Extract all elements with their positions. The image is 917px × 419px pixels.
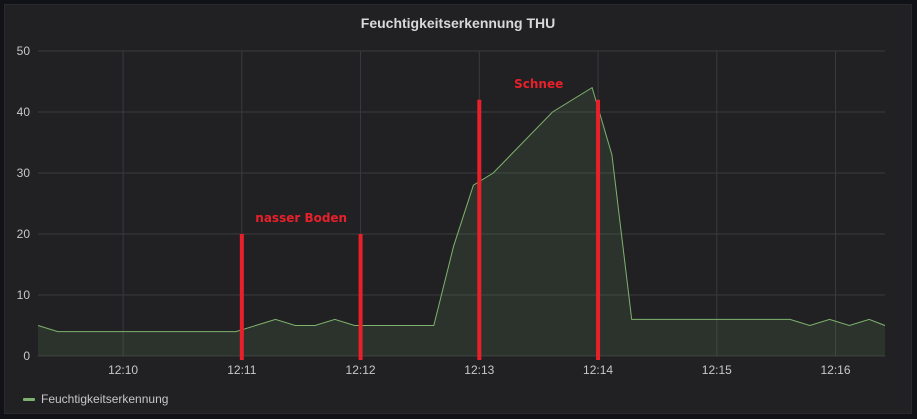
data-point[interactable]: [882, 323, 888, 329]
panel-title[interactable]: Feuchtigkeitserkennung THU: [360, 15, 556, 31]
x-tick-label: 12:16: [821, 363, 851, 377]
data-point[interactable]: [589, 85, 595, 91]
chart-svg: 0 10 20 30 40 50 12:10 12:11 12:12 12:13 12:14 12:1…: [17, 44, 888, 377]
series-line[interactable]: [37, 86, 886, 333]
legend-swatch: [23, 397, 35, 401]
x-tick-label: 12:11: [227, 363, 256, 377]
data-point[interactable]: [371, 323, 377, 329]
data-point[interactable]: [233, 329, 239, 335]
data-point[interactable]: [629, 316, 635, 322]
legend[interactable]: Feuchtigkeitserkennung: [23, 392, 168, 406]
data-point[interactable]: [451, 243, 457, 249]
y-tick-label: 10: [17, 288, 31, 302]
data-point[interactable]: [431, 323, 437, 329]
data-point[interactable]: [609, 152, 615, 158]
x-tick-label: 12:15: [702, 363, 732, 377]
x-tick-label: 12:10: [108, 363, 138, 377]
data-point[interactable]: [35, 323, 41, 329]
data-point[interactable]: [332, 316, 338, 322]
data-point[interactable]: [292, 323, 298, 329]
data-point[interactable]: [827, 316, 833, 322]
legend-label[interactable]: Feuchtigkeitserkennung: [41, 392, 169, 406]
data-point[interactable]: [807, 323, 813, 329]
series-area: [38, 87, 885, 356]
x-tick-label: 12:13: [464, 363, 494, 377]
annotation-label: Schnee: [514, 77, 563, 91]
y-tick-label: 50: [17, 44, 31, 58]
data-point[interactable]: [787, 316, 793, 322]
chart-panel: Feuchtigkeitserkennung THU 0 10 20 30 40 50 12…: [4, 4, 912, 414]
y-tick-label: 30: [17, 166, 31, 180]
data-point[interactable]: [55, 329, 61, 335]
data-point[interactable]: [490, 170, 496, 176]
data-point[interactable]: [470, 182, 476, 188]
x-tick-label: 12:14: [583, 363, 613, 377]
y-tick-label: 40: [17, 105, 31, 119]
y-tick-label: 0: [23, 349, 30, 363]
data-point[interactable]: [352, 323, 358, 329]
x-tick-label: 12:12: [346, 363, 376, 377]
data-point[interactable]: [272, 316, 278, 322]
data-point[interactable]: [312, 323, 318, 329]
data-point[interactable]: [253, 323, 259, 329]
data-point[interactable]: [550, 109, 556, 115]
data-point[interactable]: [866, 316, 872, 322]
data-point[interactable]: [846, 323, 852, 329]
annotation-label: nasser Boden: [255, 211, 347, 225]
y-tick-label: 20: [17, 227, 31, 241]
